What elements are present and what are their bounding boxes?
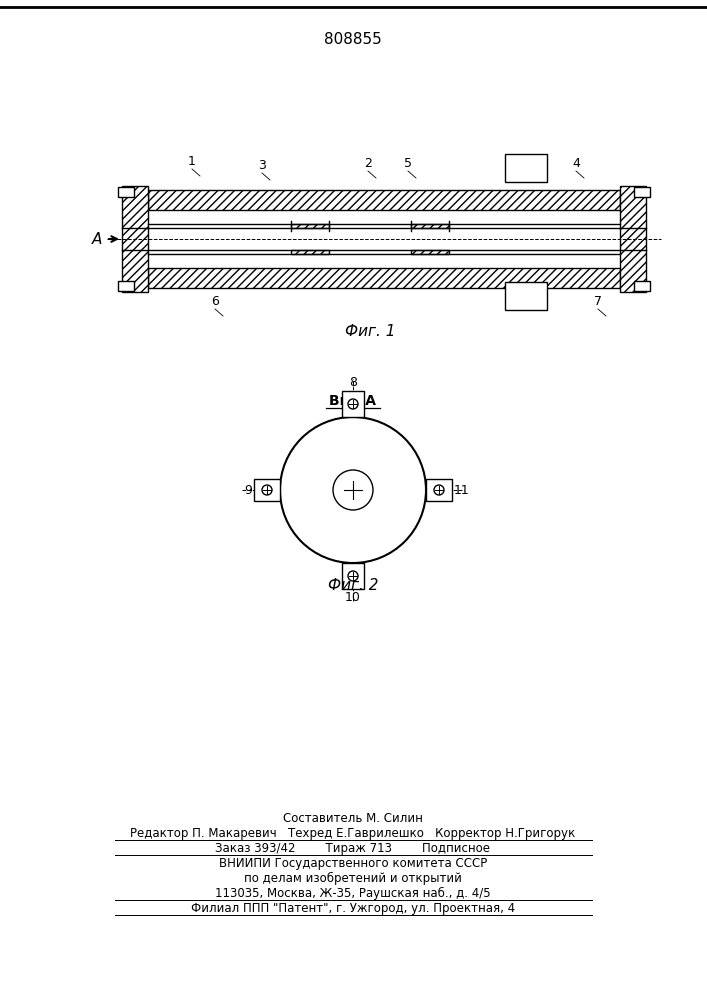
- Text: ВНИИПИ Государственного комитета СССР: ВНИИПИ Государственного комитета СССР: [219, 857, 487, 870]
- Circle shape: [348, 571, 358, 581]
- Bar: [634, 187, 650, 197]
- Circle shape: [262, 485, 272, 495]
- Bar: [342, 563, 364, 589]
- Text: 7: 7: [594, 295, 602, 308]
- Bar: [122, 186, 148, 292]
- Bar: [291, 250, 329, 254]
- Text: 9: 9: [244, 484, 252, 496]
- Circle shape: [280, 417, 426, 563]
- Bar: [291, 224, 329, 228]
- Circle shape: [348, 399, 358, 409]
- Text: Филиал ППП "Патент", г. Ужгород, ул. Проектная, 4: Филиал ППП "Патент", г. Ужгород, ул. Про…: [191, 902, 515, 915]
- Bar: [634, 281, 650, 291]
- Text: по делам изобретений и открытий: по делам изобретений и открытий: [244, 872, 462, 885]
- Text: 10: 10: [518, 290, 534, 302]
- Text: Фиг. 2: Фиг. 2: [328, 578, 378, 593]
- Bar: [411, 224, 449, 228]
- Text: 10: 10: [345, 591, 361, 604]
- Text: Заказ 393/42        Тираж 713        Подписное: Заказ 393/42 Тираж 713 Подписное: [216, 842, 491, 855]
- Text: 6: 6: [211, 295, 219, 308]
- Bar: [254, 479, 280, 501]
- Circle shape: [333, 470, 373, 510]
- Text: 808855: 808855: [324, 32, 382, 47]
- Bar: [118, 281, 134, 291]
- Text: 8: 8: [349, 376, 357, 389]
- Text: 2: 2: [364, 157, 372, 170]
- Text: 3: 3: [258, 159, 266, 172]
- Bar: [505, 154, 547, 182]
- Text: 11: 11: [454, 484, 469, 496]
- Text: Составитель М. Силин: Составитель М. Силин: [283, 812, 423, 825]
- Text: A: A: [92, 232, 102, 246]
- Text: Вид A: Вид A: [329, 394, 377, 408]
- Text: Редактор П. Макаревич   Техред Е.Гаврилешко   Корректор Н.Григорук: Редактор П. Макаревич Техред Е.Гаврилешк…: [130, 827, 575, 840]
- Bar: [411, 250, 449, 254]
- Bar: [620, 186, 646, 292]
- Bar: [505, 282, 547, 310]
- Bar: [148, 190, 620, 210]
- Text: 1: 1: [188, 155, 196, 168]
- Circle shape: [434, 485, 444, 495]
- Text: 4: 4: [572, 157, 580, 170]
- Bar: [148, 268, 620, 288]
- Text: Фиг. 1: Фиг. 1: [345, 324, 395, 339]
- Text: 5: 5: [404, 157, 412, 170]
- Bar: [118, 187, 134, 197]
- Text: 8: 8: [522, 161, 530, 174]
- Text: 113035, Москва, Ж-35, Раушская наб., д. 4/5: 113035, Москва, Ж-35, Раушская наб., д. …: [215, 887, 491, 900]
- Bar: [342, 391, 364, 417]
- Bar: [426, 479, 452, 501]
